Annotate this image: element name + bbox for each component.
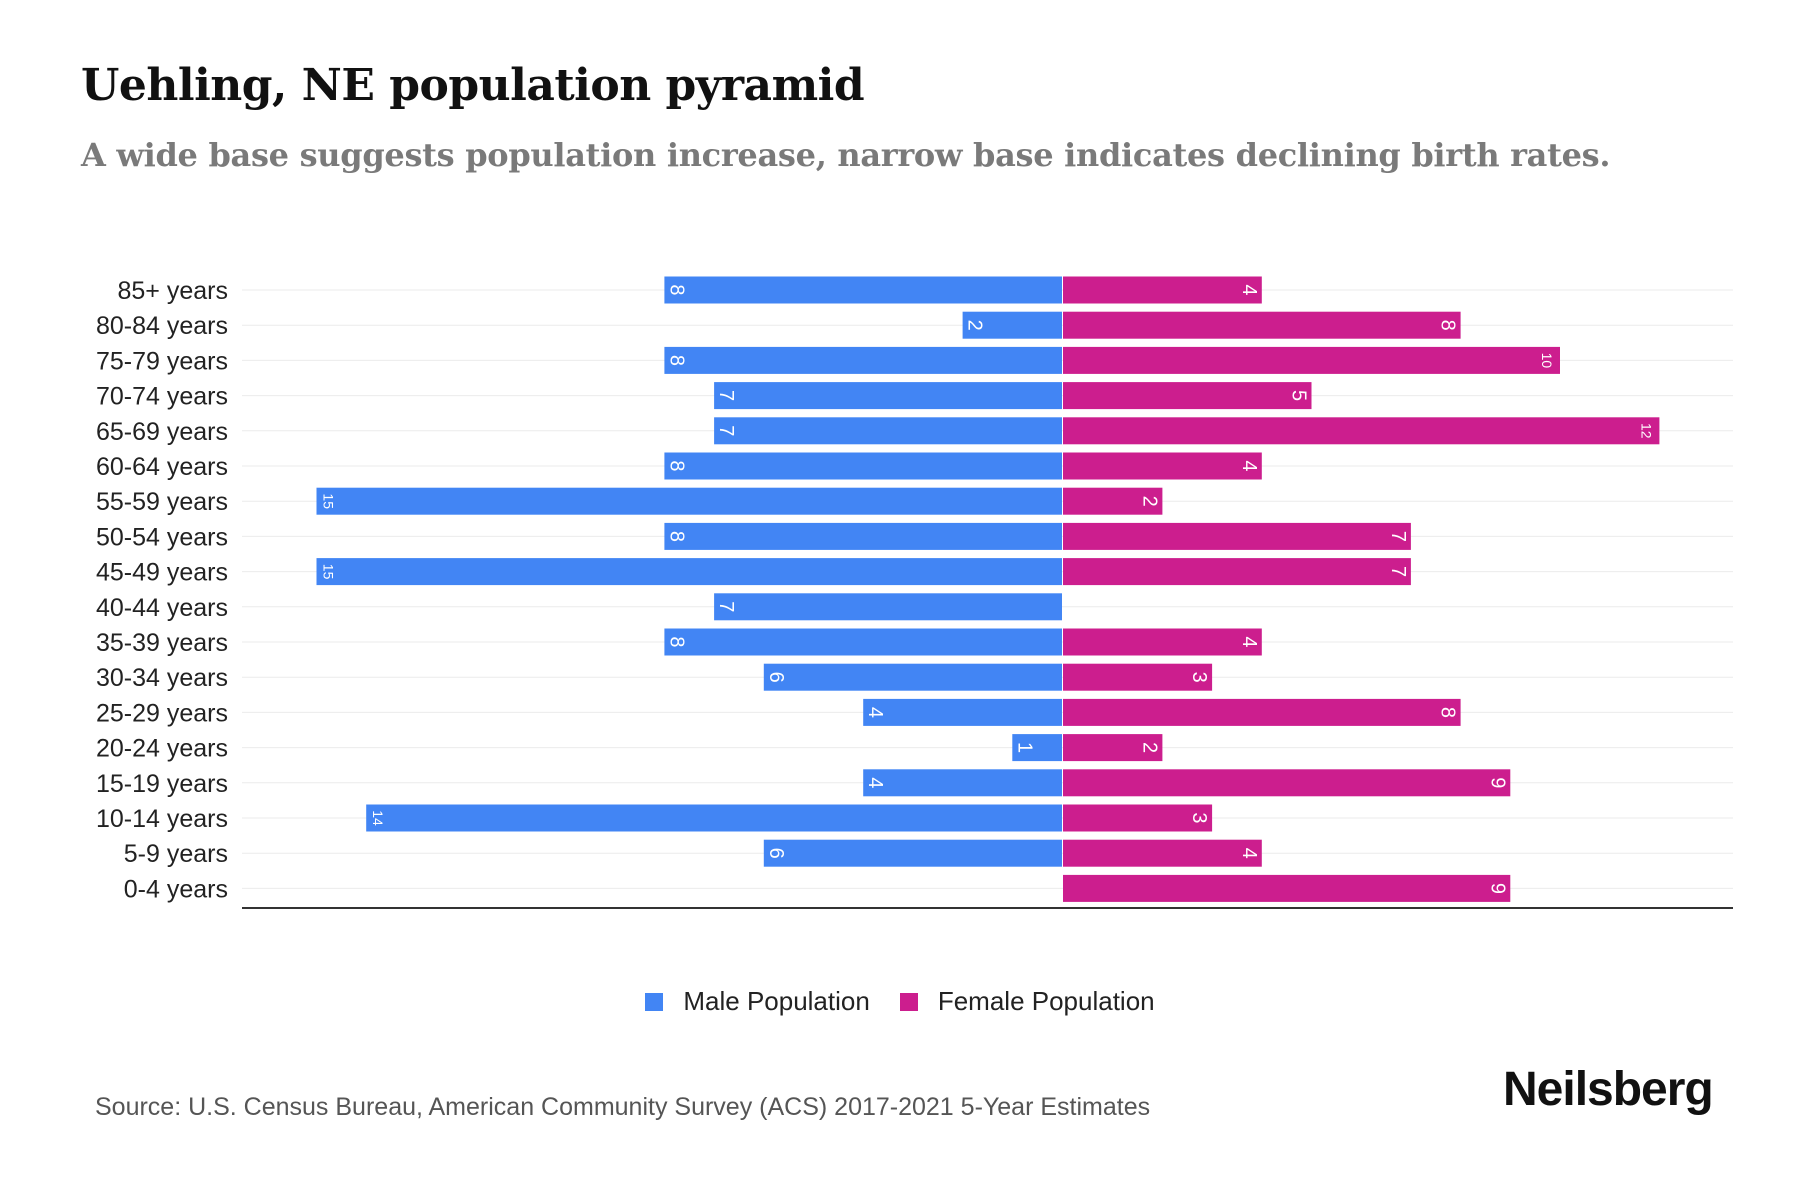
y-tick-label: 70-74 years xyxy=(96,383,228,411)
y-tick-label: 50-54 years xyxy=(96,523,228,551)
data-label-female: 7 xyxy=(1387,531,1409,542)
chart-title: Uehling, NE population pyramid xyxy=(81,60,865,111)
bar-female xyxy=(1063,734,1163,762)
y-tick-label: 65-69 years xyxy=(96,418,228,446)
data-label-male: 8 xyxy=(665,284,687,295)
bar-male xyxy=(664,276,1062,304)
data-label-male: 7 xyxy=(715,390,737,401)
data-label-female: 8 xyxy=(1437,707,1459,718)
y-tick-label: 85+ years xyxy=(118,277,229,305)
bar-male xyxy=(664,452,1062,480)
bar-female xyxy=(1063,311,1461,339)
data-label-male: 4 xyxy=(864,707,886,718)
data-label-male: 15 xyxy=(321,493,337,509)
legend-swatch-female xyxy=(899,992,918,1011)
y-tick-label: 20-24 years xyxy=(96,735,228,763)
brand-logo: Neilsberg xyxy=(1503,1063,1714,1116)
data-label-male: 8 xyxy=(665,531,687,542)
bar-female xyxy=(1063,487,1163,515)
bar-male xyxy=(316,487,1062,515)
data-label-male: 6 xyxy=(765,848,787,859)
y-tick-label: 35-39 years xyxy=(96,629,228,657)
bar-female xyxy=(1063,452,1262,480)
bar-male xyxy=(664,346,1062,374)
bar-male xyxy=(714,593,1062,621)
data-label-male: 1 xyxy=(1013,742,1035,753)
data-label-male: 15 xyxy=(321,564,337,580)
bar-male xyxy=(664,628,1062,656)
bar-female xyxy=(1063,382,1312,410)
bar-female xyxy=(1063,804,1213,832)
chart-subtitle: A wide base suggests population increase… xyxy=(81,136,1611,174)
data-label-female: 4 xyxy=(1238,848,1260,859)
data-label-female: 8 xyxy=(1437,320,1459,331)
data-label-female: 3 xyxy=(1188,672,1210,683)
bar-female xyxy=(1063,663,1213,691)
bar-female xyxy=(1063,522,1411,550)
bar-male xyxy=(664,522,1062,550)
bar-male xyxy=(763,663,1062,691)
bar-male xyxy=(366,804,1062,832)
legend-swatch-male xyxy=(645,992,664,1011)
data-label-female: 4 xyxy=(1238,460,1260,471)
data-label-female: 4 xyxy=(1238,636,1260,647)
data-label-female: 2 xyxy=(1138,496,1160,507)
y-tick-label: 5-9 years xyxy=(124,840,228,868)
bar-female xyxy=(1063,839,1262,867)
data-label-female: 9 xyxy=(1486,777,1508,788)
y-tick-label: 60-64 years xyxy=(96,453,228,481)
y-tick-label: 15-19 years xyxy=(96,770,228,798)
legend-item-female: Female Population xyxy=(899,986,1155,1017)
data-label-female: 9 xyxy=(1486,883,1508,894)
y-tick-label: 25-29 years xyxy=(96,699,228,727)
bar-male xyxy=(863,698,1062,726)
bar-male xyxy=(962,311,1062,339)
bar-female xyxy=(1063,276,1262,304)
y-tick-label: 40-44 years xyxy=(96,594,228,622)
y-tick-label: 30-34 years xyxy=(96,664,228,692)
y-tick-label: 45-49 years xyxy=(96,559,228,587)
bar-female xyxy=(1063,769,1511,797)
legend-label-female: Female Population xyxy=(937,986,1155,1016)
legend: Male Population Female Population xyxy=(0,986,1800,1017)
data-label-male: 8 xyxy=(665,636,687,647)
data-label-female: 10 xyxy=(1539,353,1555,369)
bar-female xyxy=(1063,628,1262,656)
bar-female xyxy=(1063,558,1411,586)
data-label-male: 8 xyxy=(665,355,687,366)
data-label-male: 4 xyxy=(864,777,886,788)
data-label-male: 2 xyxy=(964,320,986,331)
data-label-female: 4 xyxy=(1238,284,1260,295)
bar-female xyxy=(1063,874,1511,902)
y-tick-label: 80-84 years xyxy=(96,312,228,340)
data-label-female: 7 xyxy=(1387,566,1409,577)
data-label-female: 12 xyxy=(1638,423,1654,439)
bar-male xyxy=(763,839,1062,867)
data-label-male: 6 xyxy=(765,672,787,683)
bar-male xyxy=(714,417,1062,445)
bar-female xyxy=(1063,417,1660,445)
data-label-female: 5 xyxy=(1288,390,1310,401)
data-label-male: 7 xyxy=(715,601,737,612)
bar-male xyxy=(863,769,1062,797)
y-tick-label: 10-14 years xyxy=(96,805,228,833)
y-tick-label: 55-59 years xyxy=(96,488,228,516)
data-label-female: 3 xyxy=(1188,812,1210,823)
bar-male xyxy=(316,558,1062,586)
data-label-male: 7 xyxy=(715,425,737,436)
source-note: Source: U.S. Census Bureau, American Com… xyxy=(95,1093,1151,1121)
data-label-male: 8 xyxy=(665,460,687,471)
data-label-male: 14 xyxy=(370,810,386,826)
data-label-female: 2 xyxy=(1138,742,1160,753)
bar-male xyxy=(714,382,1062,410)
bar-male xyxy=(1012,734,1062,762)
legend-label-male: Male Population xyxy=(683,986,870,1016)
bar-female xyxy=(1063,346,1560,374)
legend-item-male: Male Population xyxy=(645,986,870,1017)
y-tick-label: 75-79 years xyxy=(96,347,228,375)
y-tick-label: 0-4 years xyxy=(124,875,228,903)
bar-female xyxy=(1063,698,1461,726)
